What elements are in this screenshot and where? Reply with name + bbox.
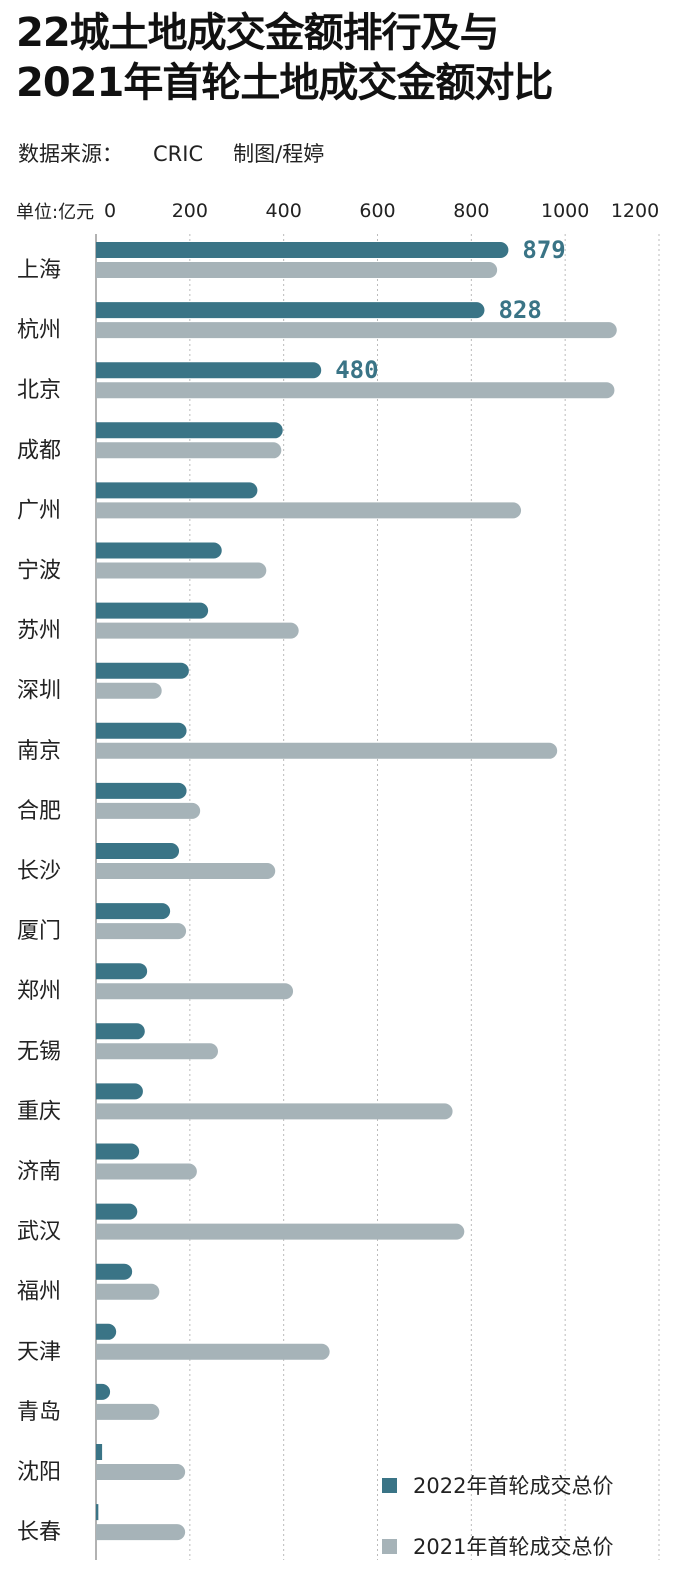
bar-2021-广州: [96, 502, 522, 519]
category-label: 北京: [17, 378, 61, 403]
bar-2022-长春: [96, 1504, 99, 1521]
bar-2022-成都: [96, 422, 283, 439]
bar-2022-广州: [96, 482, 258, 499]
bar-2022-杭州: [96, 302, 485, 319]
credit: 制图/程婷: [233, 142, 325, 166]
x-tick-label-1000: 1000: [541, 200, 589, 222]
unit-label: 单位:亿元: [16, 202, 95, 223]
bar-2021-福州: [95, 1283, 160, 1300]
category-label: 天津: [17, 1340, 61, 1365]
bar-2022-上海: [96, 242, 509, 258]
category-label: 重庆: [17, 1099, 61, 1124]
x-tick-label-0: 0: [104, 200, 116, 222]
bar-2021-济南: [96, 1163, 197, 1180]
bar-2021-武汉: [96, 1223, 465, 1240]
bar-2021-沈阳: [95, 1464, 186, 1480]
bar-2022-深圳: [95, 662, 189, 679]
bar-2022-沈阳: [96, 1444, 103, 1460]
category-label: 苏州: [17, 619, 61, 644]
bar-2021-北京: [96, 382, 615, 399]
bar-2021-长春: [95, 1524, 186, 1541]
category-label: 上海: [17, 258, 61, 283]
data-label-杭州: 828: [498, 296, 541, 324]
legend-item-2022: 2022年首轮成交总价: [382, 1472, 613, 1498]
bar-2021-青岛: [95, 1403, 160, 1420]
category-label: 沈阳: [17, 1460, 61, 1485]
legend-swatch-2022: [382, 1477, 397, 1493]
category-label: 福州: [17, 1280, 61, 1305]
bar-2021-宁波: [96, 562, 267, 579]
x-tick-label-800: 800: [453, 200, 489, 222]
bar-2021-杭州: [96, 322, 617, 339]
data-label-上海: 879: [522, 236, 565, 264]
category-label: 成都: [17, 438, 61, 463]
bar-2021-南京: [95, 742, 558, 759]
bar-2022-重庆: [96, 1083, 143, 1100]
bar-2022-福州: [96, 1263, 133, 1280]
source-value: CRIC: [153, 142, 204, 166]
category-label: 济南: [17, 1160, 61, 1185]
bar-2021-厦门: [96, 923, 187, 940]
category-label: 青岛: [17, 1400, 61, 1425]
category-label: 武汉: [17, 1220, 61, 1245]
bar-2022-天津: [96, 1323, 117, 1340]
x-tick-label-600: 600: [359, 200, 395, 222]
x-tick-label-1200: 1200: [611, 200, 659, 222]
category-label: 杭州: [17, 318, 61, 343]
bar-2022-济南: [96, 1143, 140, 1160]
category-label: 厦门: [17, 919, 61, 944]
bar-2021-苏州: [96, 622, 299, 639]
legend: 2022年首轮成交总价 2021年首轮成交总价: [382, 1472, 613, 1594]
legend-item-2021: 2021年首轮成交总价: [382, 1533, 613, 1559]
bar-2022-厦门: [95, 903, 171, 920]
bar-2021-郑州: [95, 983, 294, 1000]
bar-2021-成都: [96, 442, 282, 459]
bar-2021-长沙: [96, 863, 276, 879]
category-label: 无锡: [17, 1039, 61, 1064]
x-tick-label-400: 400: [266, 200, 302, 222]
bar-2022-南京: [96, 722, 187, 739]
bar-2021-合肥: [96, 802, 201, 819]
bar-2022-宁波: [96, 542, 222, 559]
category-label: 长春: [17, 1520, 61, 1545]
category-label: 郑州: [17, 979, 61, 1004]
bar-2022-北京: [96, 362, 322, 379]
bar-2022-武汉: [96, 1203, 138, 1220]
category-label: 长沙: [17, 859, 61, 884]
bar-2022-青岛: [96, 1383, 111, 1400]
x-tick-label-200: 200: [172, 200, 208, 222]
title-line-2: 2021年首轮土地成交金额对比: [16, 60, 553, 106]
bar-2022-合肥: [96, 782, 187, 799]
bar-2021-重庆: [96, 1103, 453, 1120]
bar-2022-苏州: [95, 602, 209, 619]
bar-2022-无锡: [96, 1023, 145, 1040]
category-label: 合肥: [17, 799, 61, 824]
bar-2022-长沙: [96, 843, 180, 859]
legend-swatch-2021: [382, 1538, 397, 1554]
title-line-1: 22城土地成交金额排行及与: [16, 10, 500, 56]
data-label-北京: 480: [335, 356, 378, 384]
legend-label-2022: 2022年首轮成交总价: [413, 1474, 614, 1498]
bar-2021-深圳: [96, 682, 162, 699]
bar-2021-上海: [96, 262, 498, 278]
category-label: 宁波: [17, 559, 61, 584]
source-label: 数据来源：: [18, 142, 123, 166]
bar-2021-无锡: [96, 1043, 218, 1060]
chart-title: 22城土地成交金额排行及与 2021年首轮土地成交金额对比: [16, 8, 553, 108]
category-label: 广州: [17, 498, 61, 523]
source-line: 数据来源： CRIC 制图/程婷: [18, 138, 354, 168]
bar-2021-天津: [96, 1343, 330, 1360]
bar-2022-郑州: [95, 963, 148, 980]
legend-label-2021: 2021年首轮成交总价: [413, 1535, 614, 1559]
category-label: 深圳: [17, 679, 61, 704]
category-label: 南京: [17, 739, 61, 764]
